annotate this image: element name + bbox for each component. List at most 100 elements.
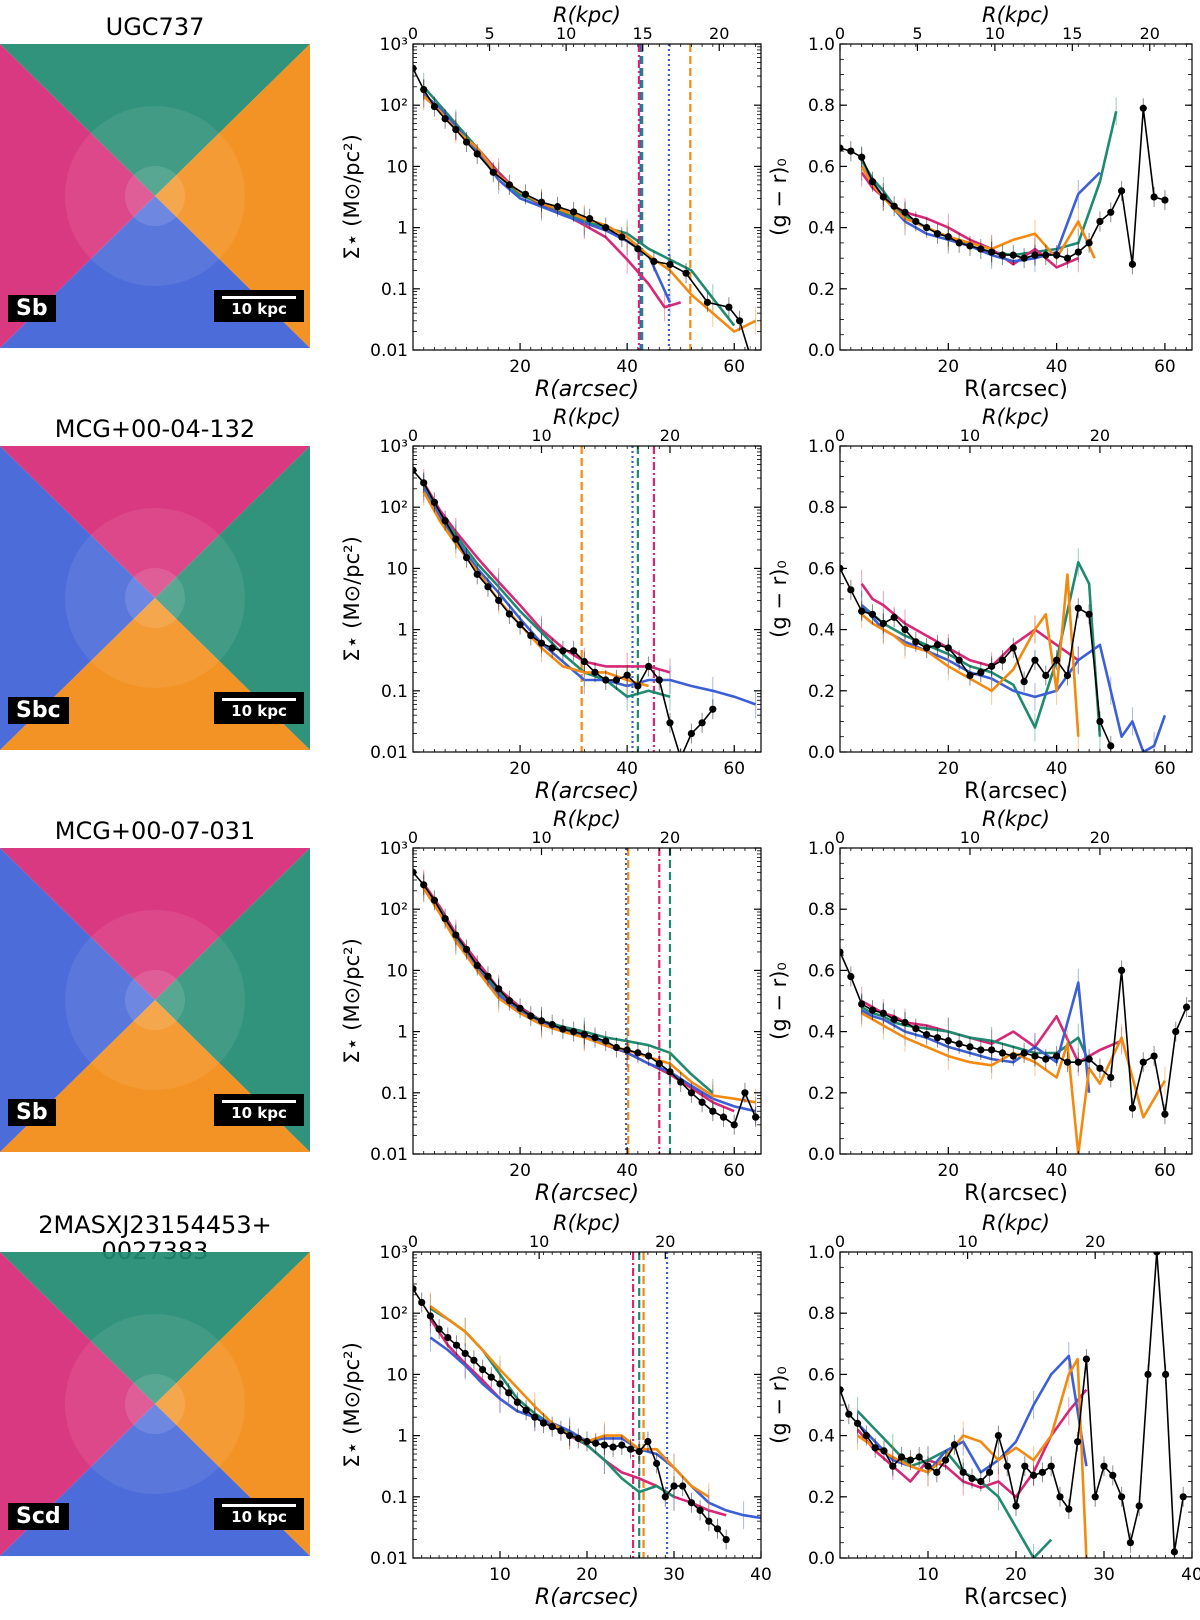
data-point <box>977 245 985 253</box>
data-point <box>862 1432 871 1440</box>
x-tick-label: 40 <box>616 759 638 779</box>
top-tick-label: 0 <box>408 1232 418 1251</box>
data-point <box>915 1453 923 1461</box>
x-tick-label: 20 <box>509 759 531 779</box>
top-axis-label: R(kpc) <box>553 405 621 429</box>
y-tick-label: 1 <box>397 1023 408 1043</box>
data-point <box>950 1441 959 1449</box>
morph-type-badge: Sb <box>8 295 56 322</box>
data-point <box>634 245 642 253</box>
data-point <box>602 1037 610 1045</box>
data-point <box>516 621 524 629</box>
galaxy-thumbnail: Sbc 10 kpc <box>0 446 310 750</box>
thumbnail-quadrant <box>0 848 155 1152</box>
data-point <box>709 705 717 713</box>
x-tick-label: 60 <box>1154 357 1176 377</box>
top-axis-label: R(kpc) <box>553 1211 621 1235</box>
data-point <box>570 208 578 216</box>
top-tick-label: 20 <box>660 426 680 445</box>
y-tick-label: 0.1 <box>381 1488 408 1508</box>
thumbnail-quadrant <box>155 848 310 1152</box>
data-point <box>623 1046 631 1054</box>
y-tick-label: 0.01 <box>370 743 408 763</box>
data-point <box>470 1356 478 1364</box>
data-point <box>735 317 744 325</box>
top-axis-label: R(kpc) <box>982 3 1050 27</box>
data-point <box>462 945 471 954</box>
data-point <box>966 1043 974 1051</box>
data-point <box>923 224 931 232</box>
y-tick-label: 10 <box>386 961 408 981</box>
data-point <box>901 208 909 216</box>
data-point <box>548 644 556 652</box>
data-point <box>1150 1052 1158 1060</box>
data-point <box>1091 1493 1099 1501</box>
data-point <box>890 202 898 210</box>
data-point <box>473 961 481 970</box>
data-point <box>1135 1502 1143 1510</box>
data-point <box>1047 1462 1055 1470</box>
scale-bar-label: 10 kpc <box>231 300 287 318</box>
data-point <box>1065 1505 1073 1513</box>
series-line-green <box>861 1005 1091 1063</box>
data-point <box>901 626 909 634</box>
data-point <box>677 1078 685 1086</box>
y-tick-label: 10² <box>380 96 408 116</box>
x-tick-label: 10 <box>489 1565 511 1585</box>
galaxy-core <box>125 970 185 1030</box>
x-axis-label: R(arcsec) <box>964 779 1068 804</box>
data-point <box>942 1456 950 1464</box>
data-point <box>1009 251 1017 259</box>
galaxy-core <box>125 568 185 628</box>
x-tick-label: 20 <box>1005 1565 1027 1585</box>
scale-bar: 10 kpc <box>214 1094 304 1126</box>
data-point <box>505 1389 513 1397</box>
x-tick-label: 40 <box>1046 1161 1068 1181</box>
galaxy-core <box>125 1374 185 1434</box>
data-point <box>966 242 974 250</box>
data-point <box>1109 1471 1117 1479</box>
x-tick-label: 10 <box>917 1565 939 1585</box>
data-point <box>698 719 706 727</box>
y-tick-label: 10² <box>380 498 408 518</box>
x-tick-label: 40 <box>1046 759 1068 779</box>
scale-bar: 10 kpc <box>214 290 304 322</box>
data-point <box>635 1447 643 1456</box>
data-point <box>752 1113 760 1121</box>
data-point <box>986 1468 994 1476</box>
data-point <box>955 239 963 247</box>
y-tick-label: 0.0 <box>808 1145 835 1165</box>
scale-bar: 10 kpc <box>214 1498 304 1530</box>
data-point <box>1172 1028 1180 1036</box>
data-point <box>666 719 674 727</box>
top-tick-label: 0 <box>408 828 418 847</box>
data-point <box>924 1462 932 1470</box>
morph-type-badge: Scd <box>8 1503 69 1530</box>
data-point <box>1031 656 1039 664</box>
data-point <box>1038 1468 1046 1476</box>
data-point <box>868 1006 877 1014</box>
thumbnail-quadrant <box>0 848 310 1000</box>
data-point <box>998 656 1007 664</box>
data-point <box>933 230 942 238</box>
data-point <box>653 1459 661 1468</box>
data-point <box>495 596 503 605</box>
galaxy-title-line: UGC737 <box>105 13 205 41</box>
data-point <box>505 610 513 618</box>
y-axis-label: (g − r)₀ <box>767 158 791 236</box>
data-point <box>1118 1493 1126 1501</box>
galaxy-glow <box>65 910 245 1090</box>
data-point <box>462 138 471 146</box>
data-point <box>527 631 535 640</box>
data-point <box>1107 742 1115 750</box>
data-point <box>452 1341 461 1349</box>
data-point <box>537 1017 546 1025</box>
x-tick-label: 40 <box>750 1565 772 1585</box>
x-tick-label: 20 <box>937 1161 959 1181</box>
top-tick-label: 5 <box>912 24 922 43</box>
series-line-green <box>422 485 671 699</box>
top-axis-label: R(kpc) <box>982 405 1050 429</box>
